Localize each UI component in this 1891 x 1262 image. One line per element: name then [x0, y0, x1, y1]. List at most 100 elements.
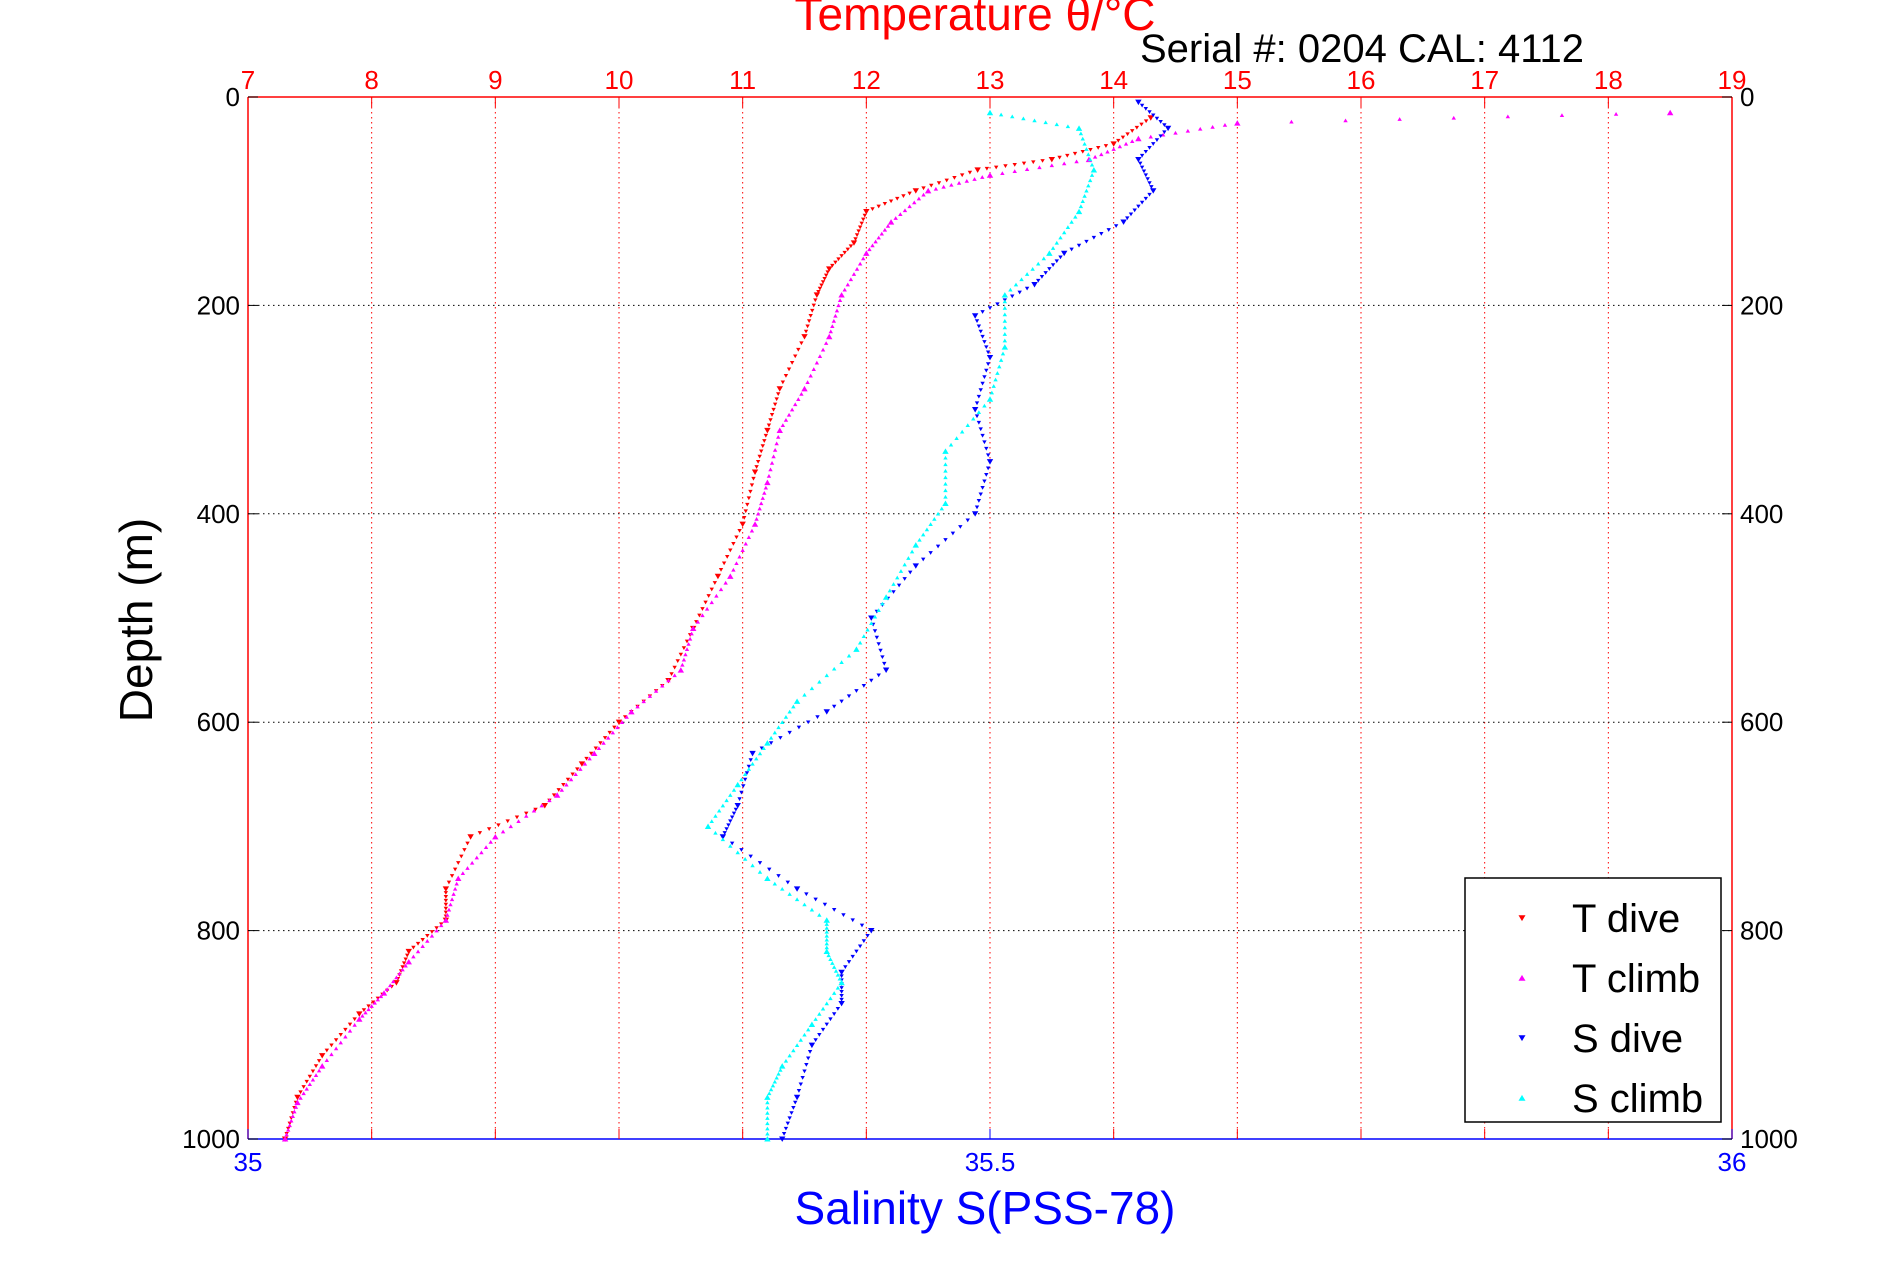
- data-point-fill: [802, 334, 807, 339]
- data-point-fill: [1073, 214, 1078, 219]
- data-point-fill: [750, 761, 755, 766]
- data-point-fill: [869, 616, 874, 620]
- data-point-fill: [1134, 125, 1140, 130]
- data-point-fill: [768, 418, 773, 422]
- tick-label-depth-right: 0: [1740, 82, 1754, 112]
- data-point-fill: [443, 906, 449, 911]
- data-point-fill: [980, 175, 985, 179]
- data-point-fill: [939, 506, 944, 511]
- data-point-fill: [851, 272, 857, 276]
- data-point-fill: [347, 1028, 353, 1033]
- data-point-fill: [954, 436, 959, 441]
- data-point-fill: [839, 660, 844, 665]
- data-point-fill: [561, 782, 566, 787]
- tick-label-salinity: 36: [1718, 1147, 1747, 1177]
- data-point-fill: [861, 256, 866, 261]
- data-point-fill: [907, 191, 912, 196]
- data-point-fill: [1343, 118, 1348, 123]
- data-point-fill: [972, 407, 978, 412]
- data-point-fill: [928, 522, 933, 526]
- data-point-fill: [898, 569, 904, 573]
- data-point-fill: [956, 180, 962, 185]
- data-point-fill: [759, 746, 765, 751]
- data-point-fill: [901, 194, 906, 198]
- data-point-fill: [439, 923, 444, 928]
- data-point-fill: [976, 394, 982, 399]
- data-point-fill: [434, 926, 439, 930]
- data-point-fill: [985, 350, 991, 355]
- data-point-fill: [469, 860, 475, 865]
- data-point-fill: [324, 1048, 330, 1053]
- data-point-fill: [933, 186, 939, 191]
- data-point-fill: [839, 990, 844, 994]
- data-point-fill: [825, 270, 830, 275]
- data-point-fill: [666, 678, 671, 683]
- data-point-fill: [397, 971, 402, 976]
- data-point-fill: [1397, 117, 1402, 121]
- data-point-fill: [607, 730, 612, 735]
- legend-label: T climb: [1572, 957, 1700, 1001]
- legend-box: [1464, 877, 1722, 1123]
- data-point-fill: [1000, 171, 1005, 175]
- data-point-fill: [820, 1027, 826, 1032]
- data-point-fill: [1087, 157, 1093, 162]
- data-point-fill: [828, 1017, 833, 1022]
- data-point-fill: [746, 764, 752, 769]
- data-point-fill: [895, 575, 900, 580]
- data-point-fill: [1125, 216, 1130, 221]
- tick-label-temperature: 7: [241, 65, 255, 95]
- data-point-fill: [776, 874, 781, 878]
- data-point-fill: [902, 562, 907, 567]
- data-point-fill: [878, 648, 883, 653]
- data-point-fill: [733, 807, 739, 812]
- data-point-fill: [943, 538, 948, 542]
- data-point-fill: [465, 866, 470, 870]
- data-point-fill: [1036, 278, 1041, 283]
- data-point-fill: [723, 580, 728, 585]
- data-point-fill: [411, 945, 416, 950]
- data-point-fill: [1069, 247, 1074, 252]
- data-point-fill: [1080, 199, 1085, 203]
- data-point-fill: [839, 293, 844, 297]
- data-point-fill: [324, 1058, 330, 1062]
- data-point-fill: [1096, 146, 1101, 150]
- data-point-fill: [1080, 149, 1085, 154]
- data-point-fill: [1072, 151, 1078, 156]
- data-point-fill: [913, 543, 918, 547]
- data-point-fill: [861, 634, 867, 638]
- data-point-fill: [809, 686, 815, 691]
- data-point-fill: [869, 928, 874, 933]
- data-point-fill: [1105, 149, 1110, 154]
- data-point-fill: [748, 854, 753, 859]
- data-point-fill: [454, 881, 459, 886]
- data-point-fill: [465, 841, 470, 846]
- data-point-fill: [496, 823, 501, 828]
- data-point-fill: [1289, 119, 1294, 124]
- tick-label-temperature: 14: [1099, 65, 1128, 95]
- data-point-fill: [943, 501, 948, 506]
- data-point-fill: [429, 933, 435, 938]
- data-point-fill: [284, 1132, 289, 1137]
- data-point-fill: [754, 465, 759, 469]
- data-point-fill: [811, 367, 816, 371]
- data-point-fill: [1041, 256, 1046, 261]
- data-point-fill: [827, 334, 832, 339]
- data-point-fill: [965, 518, 970, 523]
- data-point-fill: [320, 1053, 325, 1058]
- data-point-fill: [864, 209, 869, 214]
- data-point-fill: [505, 819, 510, 824]
- data-point-fill: [1065, 153, 1070, 158]
- data-point-fill: [824, 710, 829, 714]
- data-point-fill: [774, 441, 779, 446]
- data-point-fill: [456, 876, 461, 881]
- data-point-fill: [737, 554, 742, 559]
- data-point-fill: [975, 168, 980, 172]
- data-point-fill: [715, 574, 721, 579]
- data-point-fill: [765, 1121, 770, 1126]
- data-point-fill: [1099, 232, 1104, 236]
- data-point-fill: [1092, 154, 1098, 159]
- data-point-fill: [772, 447, 778, 452]
- data-point-fill: [401, 961, 407, 966]
- data-point-fill: [1002, 312, 1008, 317]
- data-point-fill: [718, 587, 724, 592]
